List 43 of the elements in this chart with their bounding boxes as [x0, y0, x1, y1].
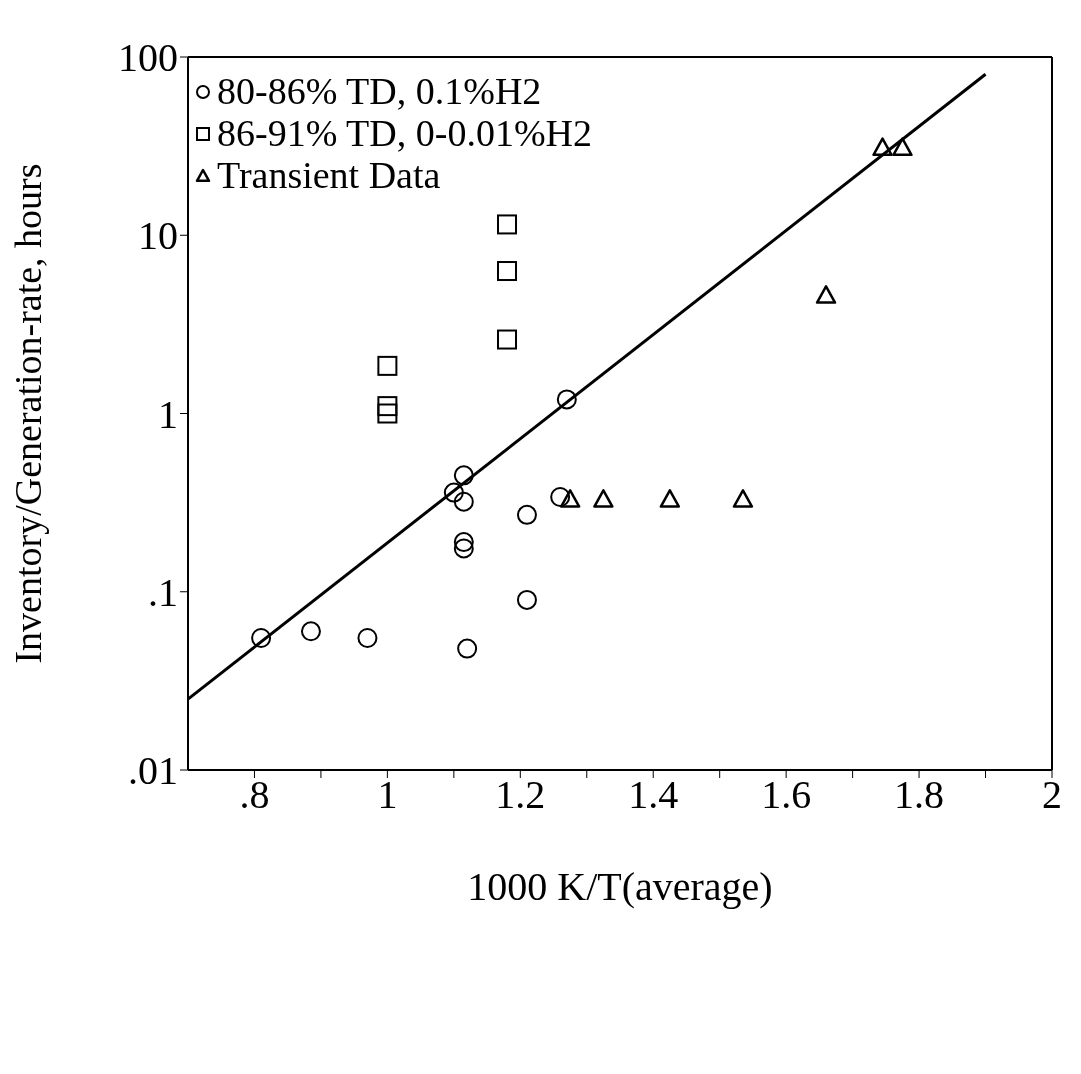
y-tick-label: .01: [128, 748, 178, 794]
point: [377, 396, 398, 417]
point: [453, 491, 474, 512]
legend-label: Transient Data: [217, 154, 441, 196]
point: [453, 465, 474, 486]
y-tick-label: 10: [138, 213, 178, 259]
point: [659, 489, 681, 508]
point: [251, 628, 272, 649]
y-tick-label: .1: [148, 569, 178, 615]
point: [497, 329, 518, 350]
legend-label: 86-91% TD, 0-0.01%H2: [217, 112, 593, 154]
x-tick-label: 1.4: [628, 772, 679, 818]
point: [453, 538, 474, 559]
point: [892, 137, 913, 157]
y-tick-label: 1: [158, 391, 178, 437]
point: [516, 589, 537, 610]
point: [559, 489, 581, 508]
point: [443, 482, 464, 503]
point: [556, 389, 577, 410]
point: [377, 355, 398, 376]
x-tick-label: 2: [1042, 772, 1062, 818]
point: [815, 285, 837, 304]
y-tick-label: 100: [118, 35, 178, 81]
point: [872, 137, 893, 157]
point: [516, 504, 537, 525]
x-tick-label: 1.6: [761, 772, 812, 818]
x-tick-label: .8: [239, 772, 270, 818]
y-axis-title: Inventory/Generation-rate, hours: [7, 163, 50, 664]
x-tick-label: 1.2: [495, 772, 546, 818]
point: [300, 621, 321, 642]
point: [453, 532, 474, 553]
x-axis-title: 1000 K/T(average): [467, 864, 773, 909]
point: [497, 214, 518, 235]
point: [593, 489, 614, 508]
point: [550, 487, 571, 508]
point: [357, 628, 378, 649]
point: [377, 403, 398, 424]
x-tick-label: 1: [377, 772, 398, 818]
point: [457, 638, 478, 659]
x-tick-label: 1.8: [894, 772, 945, 818]
point: [732, 489, 754, 508]
legend-label: 80-86% TD, 0.1%H2: [217, 70, 542, 112]
point: [497, 261, 518, 282]
